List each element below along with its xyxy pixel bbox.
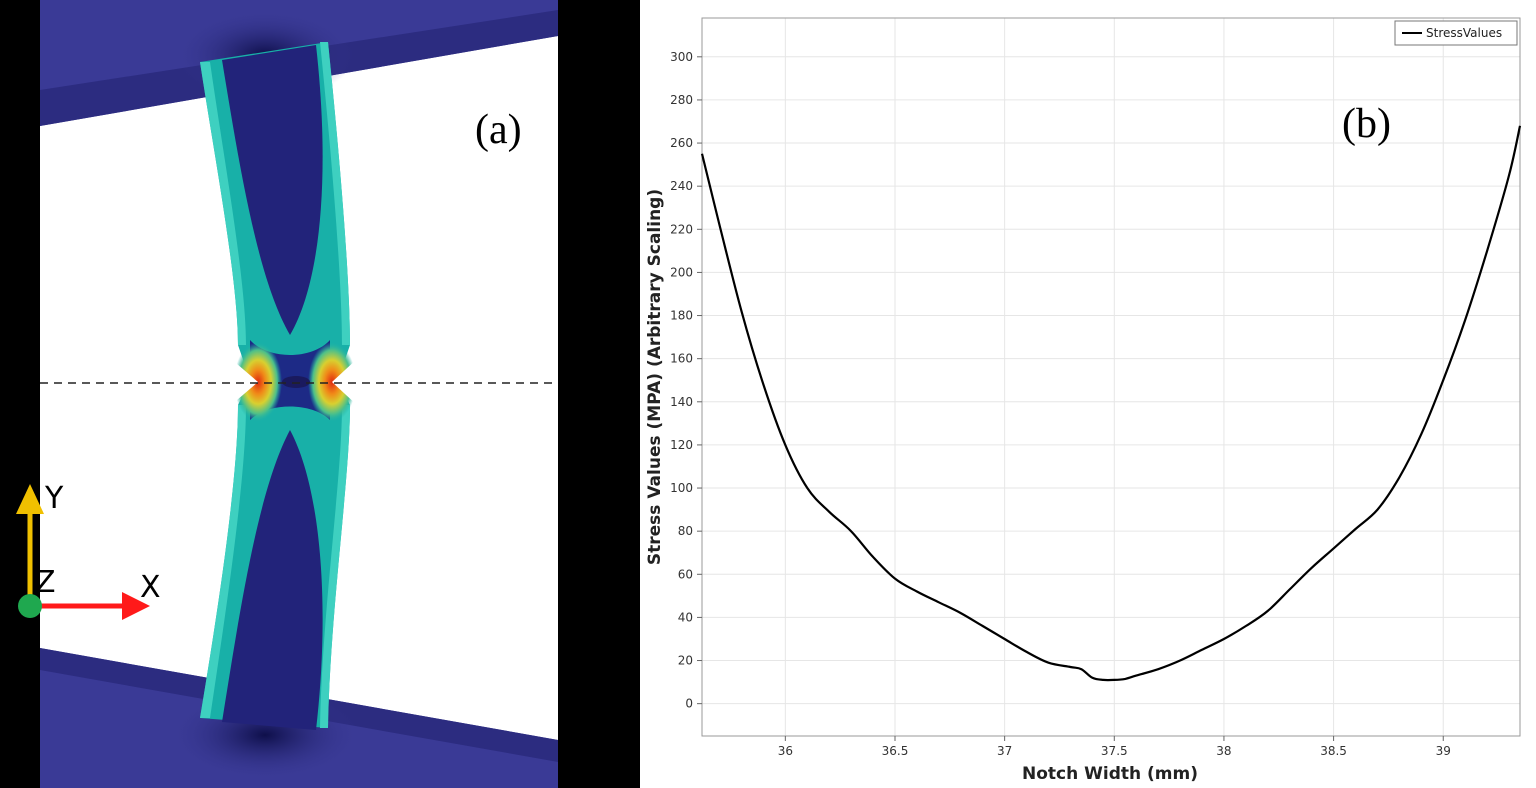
right-notch	[332, 358, 358, 406]
panel-b-stress-chart: 0 20 40 60 80 100 120 140 160 180 200 220 240 260 280 3…	[640, 0, 1536, 788]
y-axis-label: Y	[44, 481, 64, 516]
x-tick-label: 37	[997, 744, 1012, 758]
y-tick-label: 260	[670, 136, 693, 150]
legend-entry: StressValues	[1426, 26, 1502, 40]
y-tick-label: 160	[670, 352, 693, 366]
plot-frame	[701, 17, 1521, 737]
y-tick-label: 180	[670, 309, 693, 323]
y-tick-label: 60	[678, 567, 693, 581]
x-axis-title: Notch Width (mm)	[1022, 764, 1198, 784]
stress-contour-figure: (a) Y Z X	[16, 0, 558, 788]
y-tick-label: 280	[670, 93, 693, 107]
panel-b-label: (b)	[1342, 101, 1391, 147]
y-tick-label: 140	[670, 395, 693, 409]
y-tick-label: 300	[670, 50, 693, 64]
y-axis-title: Stress Values (MPA) (Arbitrary Scaling)	[645, 189, 665, 565]
panel-a-label: (a)	[475, 107, 522, 153]
x-tick-label: 36.5	[882, 744, 909, 758]
y-tick-label: 220	[670, 222, 693, 236]
series-line-stressvalues	[700, 125, 1522, 682]
low-stress-band-lower	[222, 430, 323, 730]
stress-chart: 0 20 40 60 80 100 120 140 160 180 200 220 240 260 280 3…	[645, 17, 1522, 784]
x-tick-label: 38	[1216, 744, 1231, 758]
chart-grid	[702, 18, 1520, 736]
left-notch	[230, 358, 258, 406]
origin-dot	[18, 594, 42, 618]
z-axis-label: Z	[35, 565, 56, 600]
low-stress-band-upper	[222, 45, 323, 335]
x-tick-label: 36	[778, 744, 793, 758]
panel-a-stress-contour: (a) Y Z X	[0, 0, 640, 788]
x-tick-label: 37.5	[1101, 744, 1128, 758]
x-tick-label: 38.5	[1320, 744, 1347, 758]
y-tick-label: 240	[670, 179, 693, 193]
x-axis-label: X	[140, 570, 161, 605]
y-tick-label: 200	[670, 265, 693, 279]
chart-legend: StressValues	[1394, 20, 1518, 46]
y-tick-label: 120	[670, 438, 693, 452]
x-ticks: 36 36.5 37 37.5 38 38.5 39	[778, 736, 1451, 758]
y-tick-label: 80	[678, 524, 693, 538]
y-tick-label: 0	[685, 697, 693, 711]
coordinate-axes: Y Z X	[16, 481, 161, 620]
x-tick-label: 39	[1436, 744, 1451, 758]
y-ticks: 0 20 40 60 80 100 120 140 160 180 200 220 240 260 280 3…	[670, 50, 702, 711]
y-tick-label: 40	[678, 610, 693, 624]
y-tick-label: 100	[670, 481, 693, 495]
y-tick-label: 20	[678, 654, 693, 668]
